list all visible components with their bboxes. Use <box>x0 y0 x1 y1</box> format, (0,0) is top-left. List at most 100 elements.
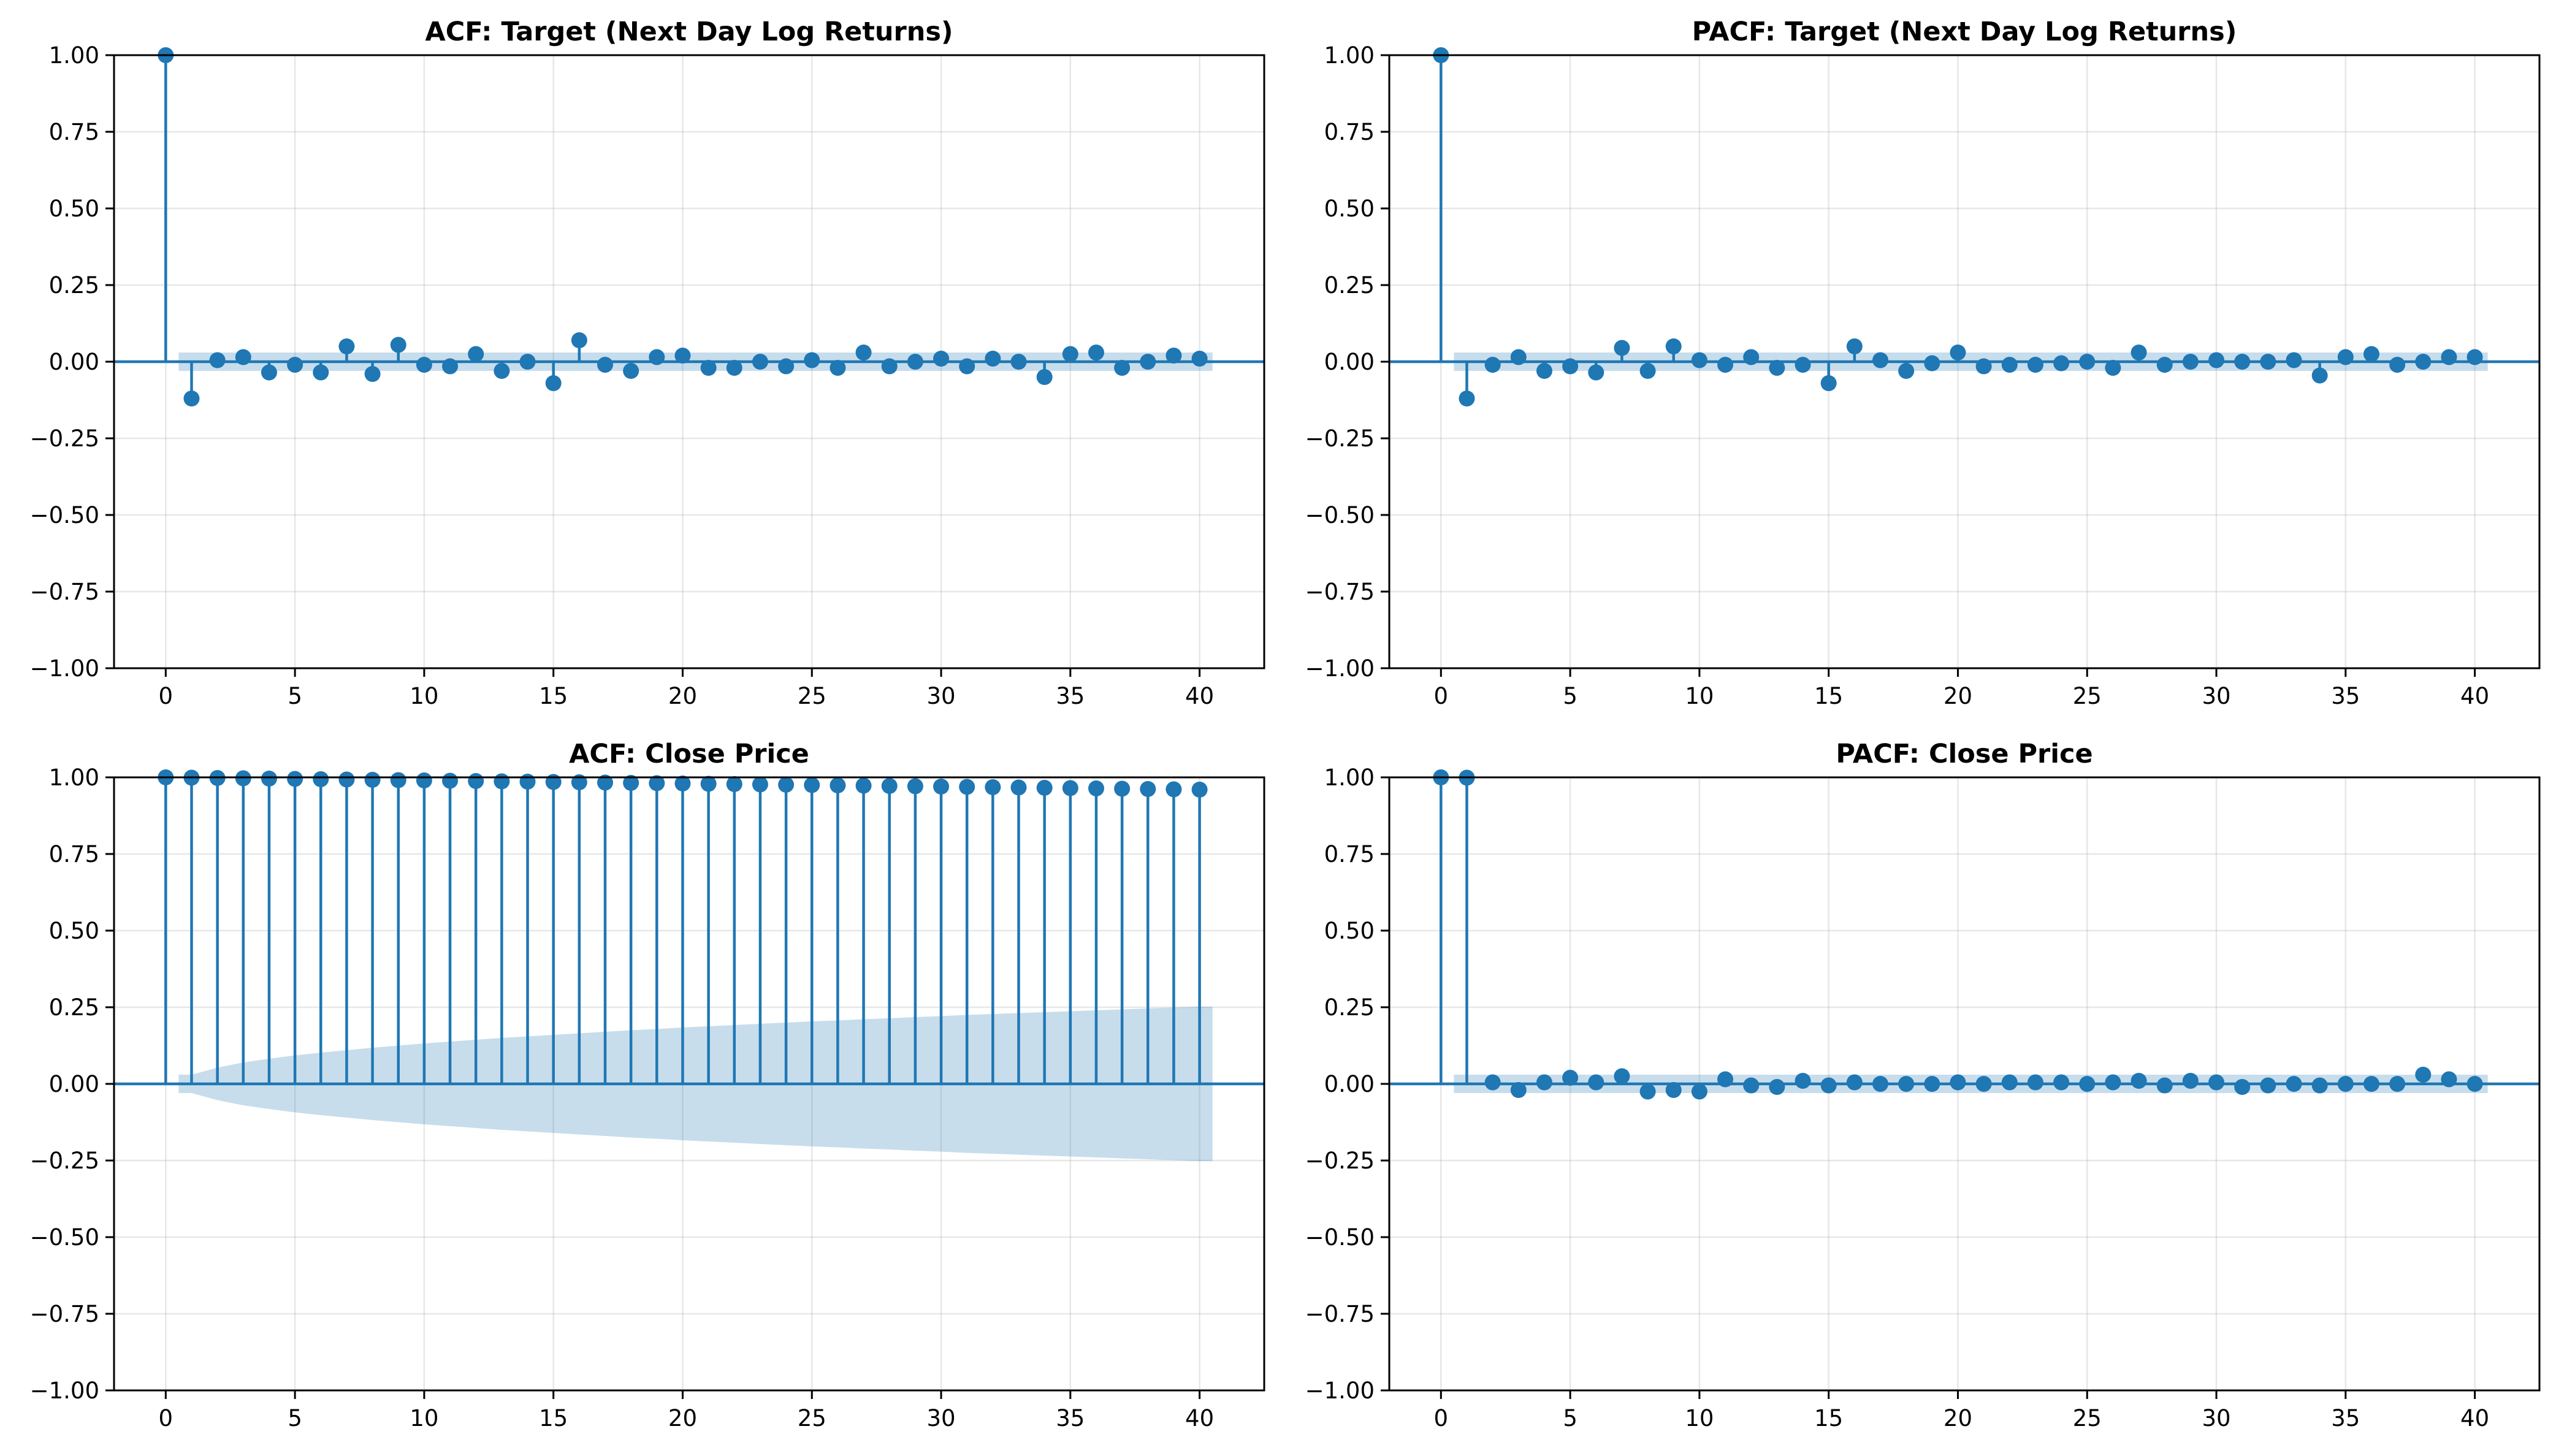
pacf-close-x-tick-label: 20 <box>1944 1405 1972 1431</box>
acf-target-y-tick-label: −0.25 <box>30 425 99 452</box>
pacf-target-marker-lag-2 <box>1484 357 1501 373</box>
acf-close-marker-lag-21 <box>700 776 717 792</box>
acf-close-marker-lag-37 <box>1114 780 1131 797</box>
pacf-close-x-tick-label: 10 <box>1685 1405 1714 1431</box>
pacf-target-y-tick-label: −0.25 <box>1305 425 1375 452</box>
acf-close-y-tick-label: −0.50 <box>30 1224 99 1251</box>
acf-close-marker-lag-22 <box>726 776 742 792</box>
acf-close-marker-lag-7 <box>338 771 355 788</box>
acf-target-marker-lag-38 <box>1140 354 1156 370</box>
pacf-target-x-tick-label: 5 <box>1563 683 1577 709</box>
acf-close-x-tick-label: 10 <box>410 1405 438 1431</box>
acf-target-marker-lag-10 <box>416 357 432 373</box>
pacf-target-marker-lag-20 <box>1950 345 1966 360</box>
pacf-close-y-tick-label: −0.50 <box>1305 1224 1375 1251</box>
acf-close-marker-lag-15 <box>545 774 562 790</box>
acf-close-y-tick-label: −0.75 <box>30 1301 99 1327</box>
pacf-target-marker-lag-26 <box>2105 360 2121 376</box>
acf-target-y-tick-label: 0.00 <box>49 349 99 375</box>
pacf-close-marker-lag-29 <box>2182 1073 2199 1089</box>
pacf-target-marker-lag-28 <box>2156 357 2173 373</box>
pacf-close-y-tick-label: −1.00 <box>1305 1378 1375 1404</box>
acf-target-title: ACF: Target (Next Day Log Returns) <box>425 17 953 47</box>
pacf-target-marker-lag-11 <box>1717 357 1734 373</box>
pacf-close-x-tick-label: 15 <box>1814 1405 1843 1431</box>
acf-target-marker-lag-29 <box>907 354 923 370</box>
pacf-close-marker-lag-28 <box>2156 1077 2173 1094</box>
pacf-target-x-tick-label: 10 <box>1685 683 1714 709</box>
pacf-target-marker-lag-1 <box>1459 391 1475 406</box>
pacf-close-marker-lag-19 <box>1924 1076 1940 1092</box>
acf-close-marker-lag-12 <box>468 773 484 789</box>
pacf-target-y-tick-label: −0.50 <box>1305 502 1375 528</box>
acf-target-marker-lag-36 <box>1088 345 1104 360</box>
pacf-target-marker-lag-24 <box>2053 355 2070 372</box>
pacf-close-x-tick-label: 5 <box>1563 1405 1577 1431</box>
acf-target-x-tick-label: 40 <box>1185 683 1214 709</box>
pacf-close-marker-lag-25 <box>2079 1076 2096 1092</box>
acf-target-x-tick-label: 30 <box>926 683 955 709</box>
pacf-target-marker-lag-3 <box>1510 349 1527 365</box>
acf-close-marker-lag-31 <box>959 779 975 795</box>
pacf-close-marker-lag-39 <box>2441 1071 2457 1088</box>
acf-close-marker-lag-5 <box>287 771 303 787</box>
acf-close-marker-lag-13 <box>494 773 510 790</box>
acf-close-marker-lag-36 <box>1088 780 1104 796</box>
acf-close-marker-lag-25 <box>804 777 820 793</box>
acf-target-marker-lag-31 <box>959 358 975 375</box>
pacf-target-marker-lag-5 <box>1562 358 1579 375</box>
acf-close-x-tick-label: 30 <box>926 1405 955 1431</box>
acf-close-y-tick-label: 1.00 <box>49 764 99 791</box>
pacf-target-marker-lag-36 <box>2363 346 2379 362</box>
pacf-close-y-tick-label: 0.50 <box>1324 918 1375 944</box>
acf-close-x-tick-label: 0 <box>159 1405 174 1431</box>
acf-close-marker-lag-28 <box>881 778 898 794</box>
acf-close-x-tick-label: 15 <box>539 1405 568 1431</box>
pacf-target-marker-lag-37 <box>2389 357 2406 373</box>
pacf-target-marker-lag-27 <box>2131 345 2147 360</box>
pacf-target-marker-lag-25 <box>2079 354 2096 370</box>
acf-target-y-tick-label: 0.25 <box>49 272 99 299</box>
acf-target-marker-lag-17 <box>597 357 613 373</box>
pacf-target-y-tick-label: 0.00 <box>1324 349 1375 375</box>
pacf-target-y-tick-label: 0.50 <box>1324 196 1375 222</box>
pacf-target-marker-lag-19 <box>1924 355 1940 372</box>
acf-target-x-tick-label: 0 <box>159 683 174 709</box>
pacf-target-title: PACF: Target (Next Day Log Returns) <box>1692 17 2237 47</box>
pacf-target-x-tick-label: 40 <box>2460 683 2489 709</box>
acf-target-marker-lag-28 <box>881 358 898 375</box>
acf-close-marker-lag-4 <box>261 771 277 787</box>
pacf-close-marker-lag-3 <box>1510 1082 1527 1098</box>
pacf-close-y-tick-label: −0.75 <box>1305 1301 1375 1327</box>
pacf-target-marker-lag-34 <box>2311 367 2328 384</box>
pacf-close-marker-lag-12 <box>1743 1077 1760 1094</box>
acf-target-x-tick-label: 35 <box>1056 683 1085 709</box>
acf-target-marker-lag-5 <box>287 357 303 373</box>
pacf-close-marker-lag-20 <box>1950 1074 1966 1091</box>
acf-target-marker-lag-9 <box>390 337 406 353</box>
acf-close-marker-lag-39 <box>1165 781 1182 798</box>
acf-close-y-tick-label: −0.25 <box>30 1148 99 1174</box>
pacf-close-marker-lag-37 <box>2389 1076 2406 1092</box>
pacf-close-x-tick-label: 40 <box>2460 1405 2489 1431</box>
pacf-target-x-tick-label: 20 <box>1944 683 1972 709</box>
acf-close-marker-lag-9 <box>390 772 406 788</box>
acf-target-marker-lag-30 <box>933 351 950 367</box>
acf-close-marker-lag-30 <box>933 779 950 795</box>
acf-close-y-tick-label: 0.25 <box>49 994 99 1021</box>
acf-close-x-tick-label: 25 <box>798 1405 826 1431</box>
acf-target-marker-lag-1 <box>183 391 200 406</box>
pacf-target-marker-lag-21 <box>1975 358 1992 375</box>
pacf-close-marker-lag-7 <box>1614 1068 1630 1084</box>
pacf-target-y-tick-label: −0.75 <box>1305 579 1375 605</box>
acf-target-y-tick-label: 0.50 <box>49 196 99 222</box>
pacf-close-panel: 0 5 10 15 20 25 30 35 40 −1.00 −0.75 −0.50 −0.25 0.00… <box>1305 739 2541 1431</box>
acf-target-marker-lag-21 <box>700 360 717 376</box>
acf-target-marker-lag-11 <box>442 358 459 375</box>
pacf-close-marker-lag-26 <box>2105 1074 2121 1091</box>
acf-target-marker-lag-33 <box>1010 354 1027 370</box>
pacf-target-marker-lag-31 <box>2234 354 2251 370</box>
pacf-close-marker-lag-23 <box>2027 1074 2043 1091</box>
pacf-close-marker-lag-2 <box>1484 1074 1501 1091</box>
